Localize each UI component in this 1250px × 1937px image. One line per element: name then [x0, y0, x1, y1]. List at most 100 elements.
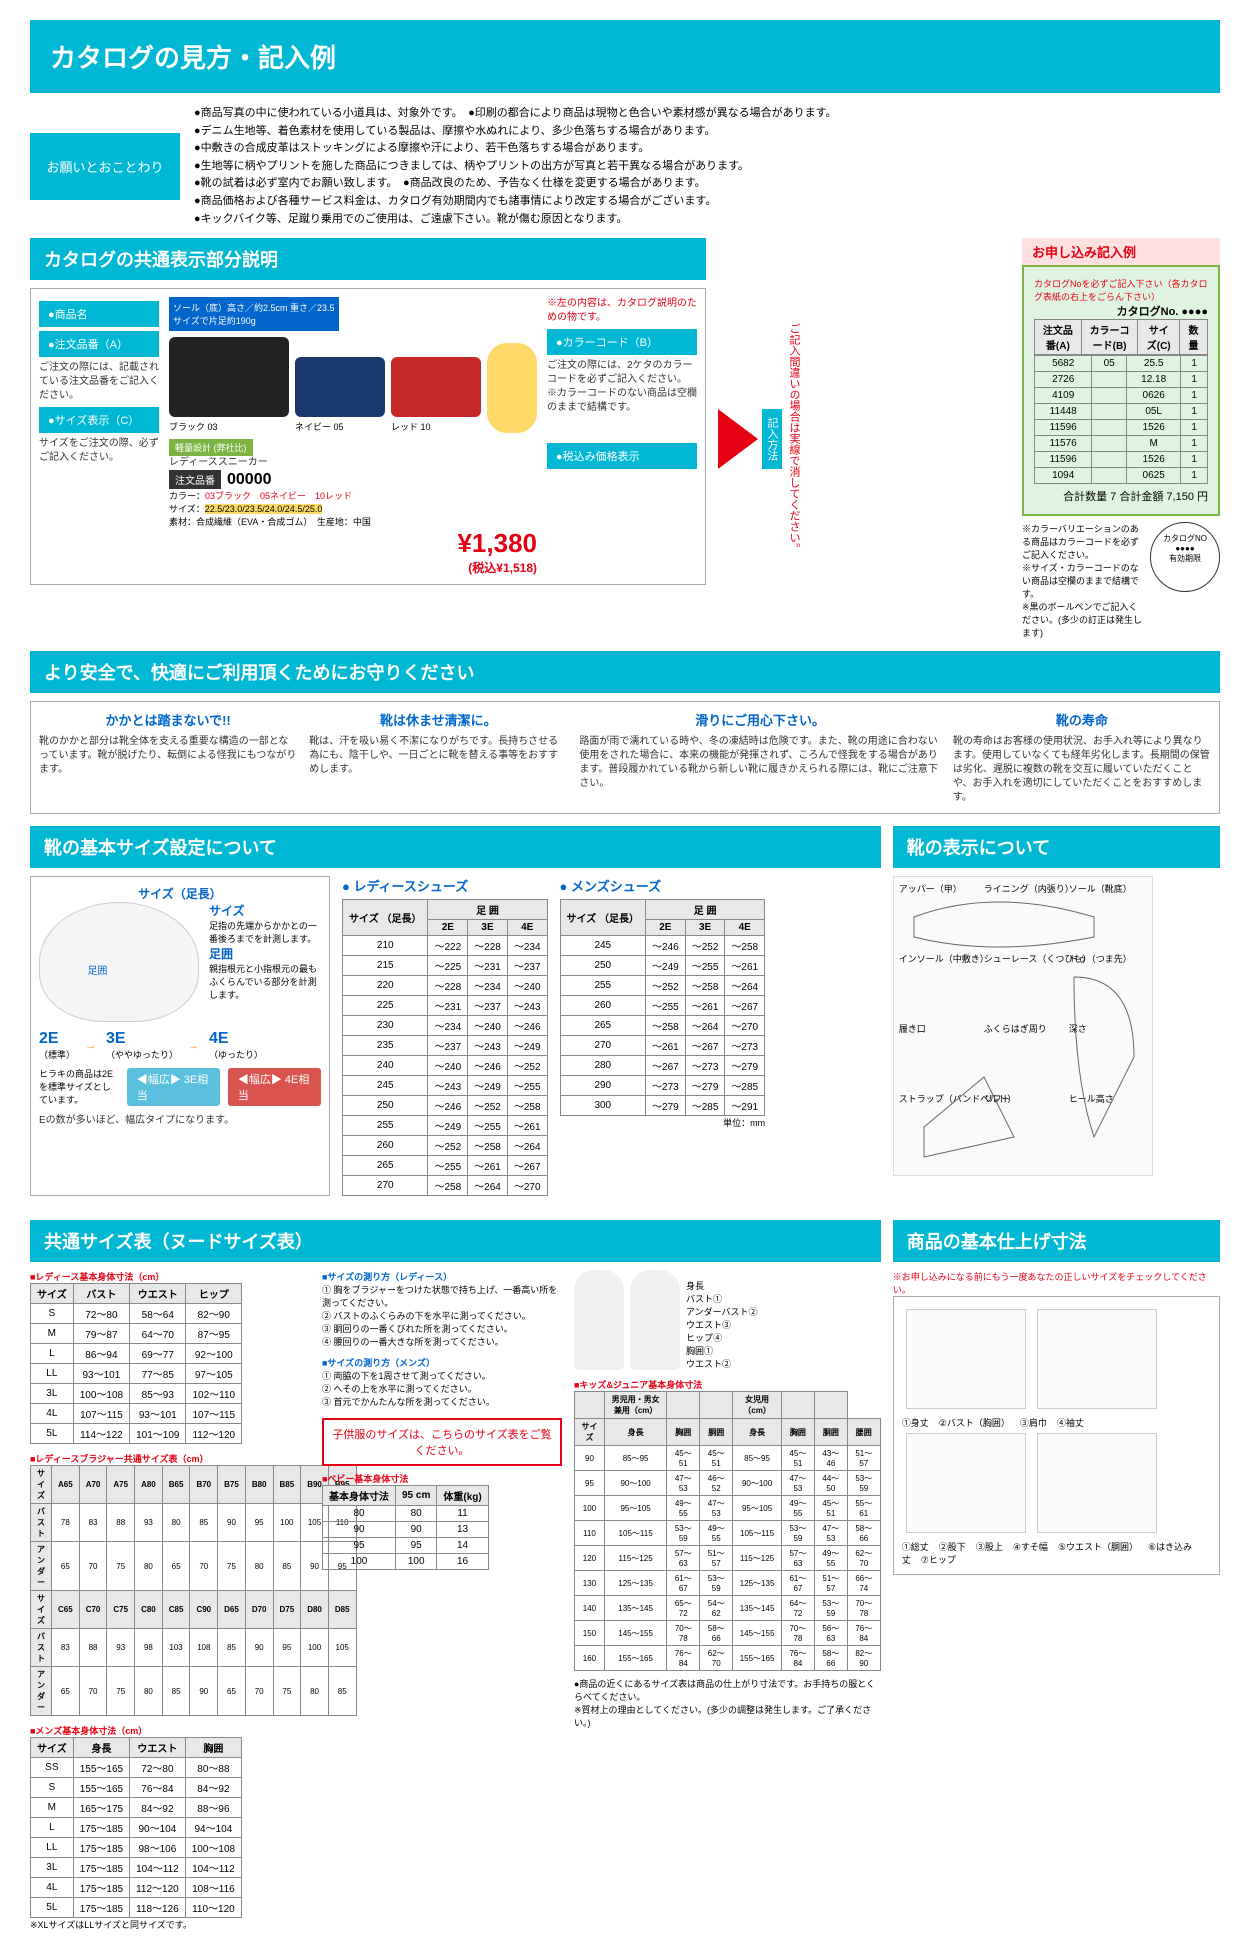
ladies-body-title: ■レディース基本身体寸法（cm） — [30, 1270, 310, 1283]
label-price: ●税込み価格表示 — [547, 443, 697, 469]
mens-body-title: ■メンズ基本身体寸法（cm） — [30, 1724, 310, 1737]
material: 素材：合成繊維（EVA・合成ゴム） 生産地：中国 — [169, 515, 537, 528]
width-desc: 親指根元と小指根元の最もふくらんでいる部分を計測します。 — [209, 962, 321, 1001]
th: カラーコード(B) — [1081, 320, 1138, 355]
catalog-stamp: カタログNO ●●●● 有効期限 — [1150, 522, 1220, 592]
price: ¥1,380 — [457, 528, 537, 558]
code-label: 注文品番 — [169, 470, 221, 489]
order-footnote: ※カラーバリエーションのある商品はカラーコードを必ずご記入ください。 ※サイズ・… — [1022, 522, 1142, 639]
width-note: ヒラキの商品は2Eを標準サイズとしています。 — [39, 1067, 119, 1106]
label-color-code: ●カラーコード（B） — [547, 329, 697, 355]
order-total: 合計数量 7 合計金額 7,150 円 — [1034, 488, 1208, 504]
foot-diagram: 足囲 — [39, 902, 199, 1022]
measure-ladies-title: ■サイズの測り方（レディース） — [322, 1270, 562, 1283]
w3e-sub: （ややゆったり） — [106, 1050, 178, 1060]
mens-note: ※XLサイズはLLサイズと同サイズです。 — [30, 1918, 310, 1931]
size-label: サイズ： — [169, 504, 205, 514]
colors-label: カラー： — [169, 491, 205, 501]
safety-head: 滑りにご用心下さい。 — [579, 710, 940, 729]
notice-label: お願いとおことわり — [30, 133, 180, 200]
mens-shoes-title: ● メンズシューズ — [560, 876, 766, 895]
size-head: サイズ — [209, 902, 321, 919]
measure-mens-title: ■サイズの測り方（メンズ） — [322, 1356, 562, 1369]
baby-table: 基本身体寸法95 cm体重(kg)80801190901395951410010… — [322, 1485, 489, 1570]
shoe-outline-icon — [894, 877, 1152, 1175]
arrow-icon — [718, 409, 758, 469]
main-title: カタログの見方・記入例 — [30, 20, 1220, 93]
notice-item: ●生地等に柄やプリントを施した商品につきましては、柄やプリントの出方が写真と若干… — [194, 158, 836, 176]
safety-head: かかとは踏まないで!! — [39, 710, 297, 729]
finish-size-title: 商品の基本仕上げ寸法 — [893, 1220, 1220, 1262]
size-display-note: サイズをご注文の際、必ずご記入ください。 — [39, 437, 159, 465]
color-code-note: ご注文の際には、2ケタのカラーコードを必ずご記入ください。 ※カラーコードのない… — [547, 359, 697, 415]
width-2e: 2E — [39, 1030, 59, 1047]
notice-item: ●中敷きの合成皮革はストッキングによる摩擦や汗により、若干色落ちする場合がありま… — [194, 140, 836, 158]
safety-head: 靴は休ませ清潔に。 — [309, 710, 567, 729]
notice-item: ●靴の試着は必ず室内でお願い致します。 ●商品改良のため、予告なく仕様を変更する… — [194, 175, 836, 193]
notice-item: ●商品写真の中に使われている小道具は、対象外です。 ●印刷の都合により商品は現物… — [194, 105, 836, 123]
unit-note: 単位：mm — [560, 1116, 766, 1129]
catalog-no-note: カタログNoを必ずご記入下さい（各カタログ表紙の右上をごらん下さい） — [1034, 277, 1208, 303]
badge-3e: ◀幅広▶ 3E相当 — [127, 1068, 220, 1106]
width-head: 足囲 — [209, 945, 321, 962]
sizes: 22.5/23.0/23.5/24.0/24.5/25.0 — [205, 504, 323, 514]
safety-body: 靴の寿命はお客様の使用状況、お手入れ等により異なります。使用していなくても経年劣… — [953, 735, 1211, 805]
width-label: 足囲 — [87, 962, 107, 977]
safety-body: 靴のかかと部分は靴全体を支える重要な構造の一部となっています。靴が脱げたり、転倒… — [39, 735, 297, 777]
garment-skirt-diagram — [1037, 1433, 1157, 1533]
safety-title: より安全で、快適にご利用頂くためにお守りください — [30, 651, 1220, 693]
shoe-image-navy — [295, 357, 385, 417]
safety-body: 靴は、汗を吸い易く不潔になりがちです。長持ちさせる為にも、陰干しや、一日ごとに靴… — [309, 735, 567, 777]
catalog-no: カタログNo. ●●●● — [1034, 303, 1208, 319]
th: サイズ(C) — [1138, 320, 1180, 355]
color-tag-red: レッド 10 — [391, 420, 481, 433]
label-order-code: ●注文品番（A） — [39, 331, 159, 357]
common-bottom-note: ●商品の近くにあるサイズ表は商品の仕上がり寸法です。お手持ちの服とくらべてくださ… — [574, 1677, 881, 1729]
ladies-shoe-table: サイズ （足長）足 囲2E3E4E210〜222〜228〜234215〜225〜… — [342, 899, 548, 1196]
sole-info: ソール（底）高さ／約2.5cm 重さ／23.5 サイズで片足約190g — [169, 297, 339, 331]
product-name: レディーススニーカー — [169, 456, 537, 470]
product-code: 00000 — [227, 471, 272, 489]
kids-table: 男児用・男女兼用（cm）女児用（cm）サイズ身長胸囲胴囲身長胸囲胴囲腰囲9085… — [574, 1391, 881, 1671]
bra-table: サイズA65A70A75A80B65B70B75B80B85B90B95バスト7… — [30, 1465, 357, 1716]
w4e-sub: （ゆったり） — [209, 1050, 263, 1060]
width-4e: 4E — [209, 1030, 229, 1047]
safety-head: 靴の寿命 — [953, 710, 1211, 729]
notice-item: ●商品価格および各種サービス料金は、カタログ有効期間内でも諸事情により改定する場… — [194, 193, 836, 211]
safety-body: 路面が雨で濡れている時や、冬の凍結時は危険です。また、靴の用途に合わない使用をさ… — [579, 735, 940, 791]
mens-body-table: サイズ身長ウエスト胸囲SS155〜16572〜8080〜88S155〜16576… — [30, 1737, 242, 1918]
order-code-note: ご注文の際には、記載されている注文品番をご記入ください。 — [39, 361, 159, 403]
catalog-section-title: カタログの共通表示部分説明 — [30, 238, 706, 280]
body-diagram-female — [574, 1270, 624, 1370]
garment-pants-diagram — [906, 1433, 1026, 1533]
th: 数量 — [1180, 320, 1208, 355]
sole-image — [487, 343, 537, 433]
mens-shoe-table: サイズ （足長）足 囲2E3E4E245〜246〜252〜258250〜249〜… — [560, 899, 766, 1116]
baby-title: ■ベビー基本身体寸法 — [322, 1472, 562, 1485]
garment-collar-diagram — [1037, 1309, 1157, 1409]
foot-len-label: サイズ（足長） — [39, 885, 321, 902]
vert-red-note: ご記入間違いの場合は実線で消してください。 — [786, 323, 802, 554]
badge-4e: ◀幅広▶ 4E相当 — [228, 1068, 321, 1106]
colors: 03ブラック 05ネイビー 10レッド — [205, 491, 352, 501]
shoe-image-black — [169, 337, 289, 417]
w2e-sub: （標準） — [39, 1050, 75, 1060]
finish-note: ※お申し込みになる前にもう一度あなたの正しいサイズをチェックしてください。 — [893, 1270, 1220, 1296]
order-table: 注文品番(A)カラーコード(B)サイズ(C)数量 — [1034, 319, 1208, 355]
shoe-image-red — [391, 357, 481, 417]
left-note: ※左の内容は、カタログ説明のための物です。 — [547, 297, 697, 325]
width-3e: 3E — [106, 1030, 126, 1047]
label-size-display: ●サイズ表示（C） — [39, 407, 159, 433]
label-product-name: ●商品名 — [39, 301, 159, 327]
design-badge: 軽量設計 (弊社比) — [169, 439, 253, 456]
bottom-width-note: Eの数が多いほど、幅広タイプになります。 — [39, 1114, 321, 1128]
kids-note: 子供服のサイズは、こちらのサイズ表をご覧ください。 — [322, 1418, 562, 1466]
size-desc: 足指の先端からかかとの一番後ろまでを計測します。 — [209, 919, 321, 945]
kids-title: ■キッズ&ジュニア基本身体寸法 — [574, 1378, 881, 1391]
vert-label: 記入方法 — [762, 409, 782, 469]
notice-item: ●キックバイク等、足蹴り乗用でのご使用は、ご遠慮下さい。靴が傷む原因となります。 — [194, 211, 836, 229]
price-tax: (税込¥1,518) — [468, 561, 537, 575]
common-size-title: 共通サイズ表（ヌードサイズ表） — [30, 1220, 881, 1262]
size-setting-title: 靴の基本サイズ設定について — [30, 826, 881, 868]
color-tag-navy: ネイビー 05 — [295, 420, 385, 433]
